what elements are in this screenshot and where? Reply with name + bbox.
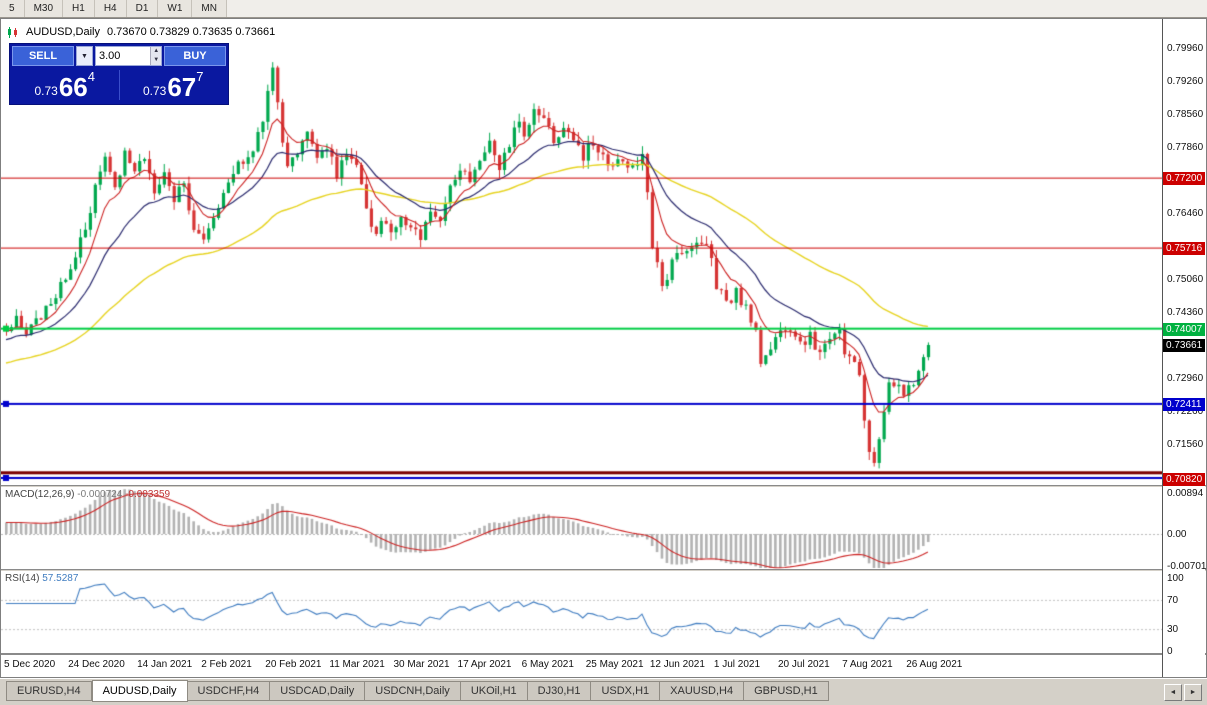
- date-tick: 20 Feb 2021: [265, 659, 322, 670]
- pane-splitter[interactable]: [1, 569, 1206, 571]
- price-tick: 0.77860: [1167, 142, 1204, 153]
- price-tick: 0.75060: [1167, 274, 1204, 286]
- macd-axis-tick: 0.00: [1167, 529, 1187, 540]
- timeframe-h4[interactable]: H4: [94, 0, 127, 17]
- rsi-axis-tick: 100: [1167, 573, 1184, 584]
- chart-tab-dj30-h1[interactable]: DJ30,H1: [527, 681, 592, 701]
- arrow-left-icon: ◄: [1169, 689, 1177, 696]
- sell-price-prefix: 0.73: [34, 84, 58, 98]
- tab-scroll-right-button[interactable]: ►: [1184, 684, 1202, 701]
- date-tick: 24 Dec 2020: [68, 659, 125, 670]
- sell-price-big-digits: 66: [58, 72, 88, 102]
- date-tick: 20 Jul 2021: [778, 659, 830, 670]
- buy-price-prefix: 0.73: [142, 84, 167, 98]
- price-line-label[interactable]: 0.73661: [1163, 338, 1205, 352]
- timeframe-mn[interactable]: MN: [192, 0, 227, 17]
- rsi-canvas: [1, 571, 1162, 653]
- time-axis-separator: [1, 653, 1206, 655]
- chart-tab-audusd-daily[interactable]: AUDUSD,Daily: [91, 680, 188, 702]
- timeframe-toolbar: 5 M30 H1 H4 D1 W1 MN: [0, 0, 1207, 18]
- chart-tab-usdcad-daily[interactable]: USDCAD,Daily: [270, 681, 366, 701]
- macd-canvas: [1, 487, 1162, 569]
- date-tick: 2 Feb 2021: [201, 659, 252, 670]
- chevron-down-icon: ▼: [81, 52, 88, 60]
- sell-price-pip-digit: 4: [87, 69, 95, 84]
- chart-tab-ukoil-h1[interactable]: UKOil,H1: [460, 681, 528, 701]
- volume-increase-button[interactable]: ▲: [151, 47, 161, 56]
- chart-tab-usdchf-h4[interactable]: USDCHF,H4: [187, 681, 271, 701]
- timeframe-d1[interactable]: D1: [126, 0, 159, 17]
- volume-input[interactable]: [96, 47, 151, 65]
- macd-pane: MACD(12,26,9) -0.000724 -0.003359: [1, 487, 1162, 569]
- rsi-axis-tick: 30: [1167, 624, 1179, 635]
- price-line-label[interactable]: 0.72411: [1163, 397, 1205, 411]
- price-tick: 0.79260: [1167, 75, 1204, 87]
- buy-price-display[interactable]: 0.73 67 7: [121, 68, 227, 102]
- buy-button[interactable]: BUY: [164, 46, 226, 66]
- chart-header: AUDUSD,Daily 0.73670 0.73829 0.73635 0.7…: [7, 26, 275, 38]
- buy-price-pip-digit: 7: [196, 69, 204, 84]
- date-tick: 26 Aug 2021: [906, 659, 963, 670]
- timeframe-h1[interactable]: H1: [63, 0, 95, 17]
- chart-tab-eurusd-h4[interactable]: EURUSD,H4: [6, 681, 92, 701]
- price-line-label[interactable]: 0.77200: [1163, 172, 1205, 186]
- date-tick: 7 Aug 2021: [842, 659, 893, 670]
- sell-button[interactable]: SELL: [12, 46, 74, 66]
- volume-dropdown-button[interactable]: ▼: [76, 46, 93, 66]
- date-tick: 11 Mar 2021: [329, 659, 385, 670]
- date-tick: 17 Apr 2021: [457, 659, 512, 670]
- price-tick: 0.79960: [1167, 42, 1204, 54]
- price-tick: 0.76460: [1167, 208, 1204, 219]
- price-tick: 0.72960: [1167, 373, 1204, 385]
- chart-tab-usdx-h1[interactable]: USDX,H1: [591, 681, 661, 701]
- timeframe-m30[interactable]: M30: [24, 0, 64, 17]
- price-axis[interactable]: 0.79960 0.79260 0.78560 0.77860 0.76460 0.750…: [1162, 19, 1207, 677]
- date-tick: 12 Jun 2021: [649, 659, 705, 670]
- date-tick: 25 May 2021: [585, 659, 644, 670]
- volume-decrease-button[interactable]: ▼: [151, 56, 161, 65]
- symbol-timeframe-label: AUDUSD,Daily: [26, 26, 100, 38]
- price-line-label[interactable]: 0.74007: [1163, 322, 1205, 336]
- rsi-axis-tick: 70: [1167, 595, 1179, 606]
- macd-axis-tick: 0.00894: [1167, 488, 1204, 499]
- price-tick: 0.71560: [1167, 439, 1204, 451]
- price-tick: 0.74360: [1167, 307, 1204, 319]
- price-tick: 0.78560: [1167, 109, 1204, 120]
- price-divider: [118, 70, 120, 100]
- pane-splitter[interactable]: [1, 485, 1206, 487]
- buy-price-big-digits: 67: [167, 72, 197, 102]
- one-click-trading-panel: SELL ▼ ▲ ▼ BUY 0.73 66 4: [9, 43, 229, 105]
- timeframe-5[interactable]: 5: [0, 0, 25, 17]
- chart-tab-xauusd-h4[interactable]: XAUUSD,H4: [660, 681, 745, 701]
- macd-label: MACD(12,26,9) -0.000724 -0.003359: [5, 489, 171, 500]
- date-tick: 5 Dec 2020: [4, 659, 56, 670]
- price-tick: 0.72260: [1167, 406, 1204, 418]
- ohlc-values: 0.73670 0.73829 0.73635 0.73661: [106, 26, 276, 38]
- tab-scroll-left-button[interactable]: ◄: [1164, 684, 1182, 701]
- chart-tab-usdcnh-daily[interactable]: USDCNH,Daily: [365, 681, 461, 701]
- price-line-label[interactable]: 0.75716: [1163, 242, 1205, 256]
- main-chart-pane: AUDUSD,Daily 0.73670 0.73829 0.73635 0.7…: [1, 19, 1162, 485]
- timeframe-w1[interactable]: W1: [158, 0, 193, 17]
- volume-field: ▲ ▼: [95, 46, 162, 66]
- chart-tab-gbpusd-h1[interactable]: GBPUSD,H1: [744, 681, 829, 701]
- arrow-right-icon: ►: [1189, 689, 1197, 696]
- time-axis[interactable]: 5 Dec 2020 24 Dec 2020 14 Jan 2021 2 Feb 20…: [1, 655, 1162, 677]
- date-tick: 1 Jul 2021: [713, 659, 761, 670]
- macd-axis-tick: -0.00701: [1167, 561, 1207, 572]
- date-tick: 14 Jan 2021: [137, 659, 193, 670]
- rsi-label: RSI(14) 57.5287: [5, 573, 79, 584]
- chart-tab-bar: EURUSD,H4 AUDUSD,Daily USDCHF,H4 USDCAD,Dai…: [0, 678, 1207, 705]
- rsi-axis-tick: 0: [1167, 646, 1173, 657]
- date-tick: 6 May 2021: [521, 659, 574, 670]
- price-line-label[interactable]: 0.70820: [1163, 472, 1205, 486]
- date-tick: 30 Mar 2021: [393, 659, 450, 670]
- rsi-pane: RSI(14) 57.5287: [1, 571, 1162, 653]
- candlestick-icon: [7, 26, 19, 38]
- chart-window: AUDUSD,Daily 0.73670 0.73829 0.73635 0.7…: [0, 18, 1207, 678]
- sell-price-display[interactable]: 0.73 66 4: [12, 68, 118, 102]
